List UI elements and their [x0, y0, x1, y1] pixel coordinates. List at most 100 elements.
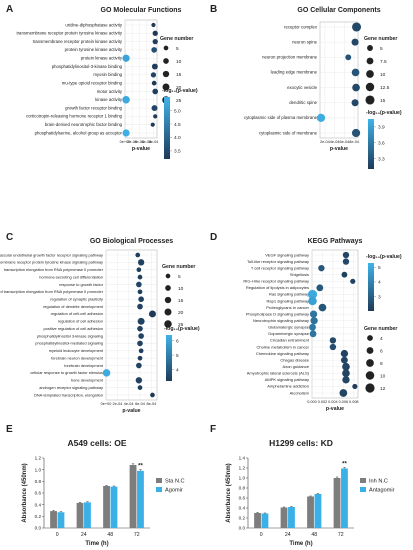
category-label: dendritic spine [289, 100, 317, 105]
color-legend-title: -log₁₀(p-value) [366, 254, 402, 260]
y-tick-label: 1.0 [35, 467, 42, 472]
data-point [137, 355, 143, 361]
category-label: Choline metabolism in cancer [257, 344, 310, 349]
legend-swatch [156, 478, 162, 483]
category-label: Phospholipase D signaling pathway [246, 311, 309, 316]
size-legend-title: Gene number [160, 36, 193, 42]
colorbar-tick-label: 3.5 [174, 149, 181, 155]
data-point [135, 377, 143, 384]
category-label: mu-type opioid receptor binding [62, 80, 123, 85]
x-tick-label: 8e-04 [349, 140, 359, 144]
data-point [316, 284, 324, 292]
data-point [137, 289, 143, 295]
bar-panel-f: H1299 cells: KD 0.0 0.2 0.4 0.6 0.8 1.0 1.2 1.4 A… [226, 438, 395, 547]
size-legend-label: 4 [380, 336, 383, 342]
data-point [350, 278, 356, 284]
y-tick-label: 0.4 [35, 502, 42, 507]
size-legend-dot [365, 95, 375, 105]
category-label: positive regulation of cell adhesion [44, 326, 103, 331]
category-label: neuron projection membrane [262, 55, 318, 60]
size-legend-title: Gene number [364, 36, 397, 42]
data-point [137, 274, 143, 280]
size-legend-label: 6 [380, 348, 383, 354]
category-label: T cell receptor signaling pathway [251, 265, 309, 270]
data-point [151, 47, 157, 53]
category-label: protein kinase activity [81, 56, 123, 61]
colorbar-tick-label: 5 [378, 265, 381, 271]
data-point [102, 369, 111, 377]
data-point [340, 349, 349, 358]
y-axis-label: Absorbance (450nm) [22, 463, 28, 522]
panel-label-b: B [210, 4, 217, 15]
category-label: myosin binding [93, 72, 122, 77]
x-tick-label: 0.000 [307, 400, 317, 404]
bar-panel-e: A549 cells: OE 0.0 0.2 0.4 0.6 0.8 1.0 1.2 Absor… [22, 438, 185, 547]
category-label: Chemokine signaling pathway [256, 351, 309, 356]
data-point [318, 303, 327, 312]
x-tick-label: 0.002 [318, 400, 328, 404]
category-label: forebrain development [64, 363, 104, 368]
category-label: bone development [71, 378, 104, 383]
data-point [152, 30, 158, 36]
data-point [352, 83, 360, 92]
category-label: phosphatidylinositol 3-kinase signaling [37, 333, 103, 338]
category-label: response to growth factor [59, 282, 104, 287]
bar [261, 513, 269, 528]
bar [103, 486, 110, 528]
legend-swatch [360, 478, 366, 483]
y-tick-label: 0.0 [35, 526, 42, 531]
x-tick-label: 0.006 [339, 400, 349, 404]
panel-label-e: E [6, 424, 13, 435]
y-tick-label: 0.2 [239, 516, 246, 521]
size-legend-label: 25 [178, 322, 184, 328]
x-tick-label: 2e-04 [320, 140, 330, 144]
significance-annotation: ** [342, 462, 347, 468]
x-axis-label: p-value [326, 406, 344, 412]
category-label: motor activity [97, 89, 123, 94]
y-tick-label: 1.0 [239, 476, 246, 481]
data-point [151, 22, 156, 28]
data-point [150, 72, 157, 78]
category-label: AMPK signaling pathway [265, 377, 309, 382]
y-tick-label: 0.8 [35, 479, 42, 484]
plot-frame [319, 21, 359, 139]
color-legend-title: -log₁₀(p-value) [164, 326, 200, 332]
category-label: Ras signaling pathway [269, 292, 309, 297]
category-label: phosphatidylinositol-mediated signaling [35, 341, 103, 346]
colorbar [166, 335, 172, 381]
x-tick-label: 2e-04 [127, 140, 137, 144]
data-point [309, 323, 316, 331]
x-tick-label: 24 [285, 532, 291, 538]
colorbar-tick-label: 3.3 [378, 156, 385, 162]
bar [129, 465, 137, 528]
data-point [151, 80, 157, 86]
colorbar-tick-label: 5.0 [174, 108, 181, 114]
legend-label: Agomir [165, 488, 183, 494]
legend-swatch [156, 487, 162, 492]
size-legend-label: 10 [380, 72, 386, 78]
category-label: phosphatidylinositol-3-kinase binding [52, 64, 123, 69]
category-label: kinase activity [95, 97, 123, 102]
size-legend-dot [367, 45, 373, 51]
panel-label-c: C [6, 232, 13, 243]
x-axis-label: p-value [122, 408, 140, 414]
data-point [342, 376, 350, 384]
colorbar-tick-label: 3.6 [378, 140, 385, 146]
data-point [151, 63, 158, 70]
category-label: DNA-templated transcription, elongation [34, 392, 103, 397]
x-tick-label: 4e-04 [124, 402, 134, 406]
x-tick-label: 0e+00 [120, 140, 131, 144]
colorbar-tick-label: 4.0 [174, 135, 181, 141]
x-tick-label: 72 [134, 532, 140, 538]
panel-label-f: F [210, 424, 216, 435]
bar [307, 496, 314, 528]
data-point [345, 54, 352, 61]
category-label: vascular endothelial growth factor recep… [0, 252, 103, 257]
size-legend-dot [365, 82, 375, 92]
data-point [351, 99, 359, 107]
category-label: RIG-I-like receptor signaling pathway [243, 279, 309, 284]
category-label: Dopaminergic synapse [268, 331, 309, 336]
size-legend-dot [165, 273, 171, 279]
data-point [136, 362, 142, 369]
data-point [138, 348, 144, 354]
